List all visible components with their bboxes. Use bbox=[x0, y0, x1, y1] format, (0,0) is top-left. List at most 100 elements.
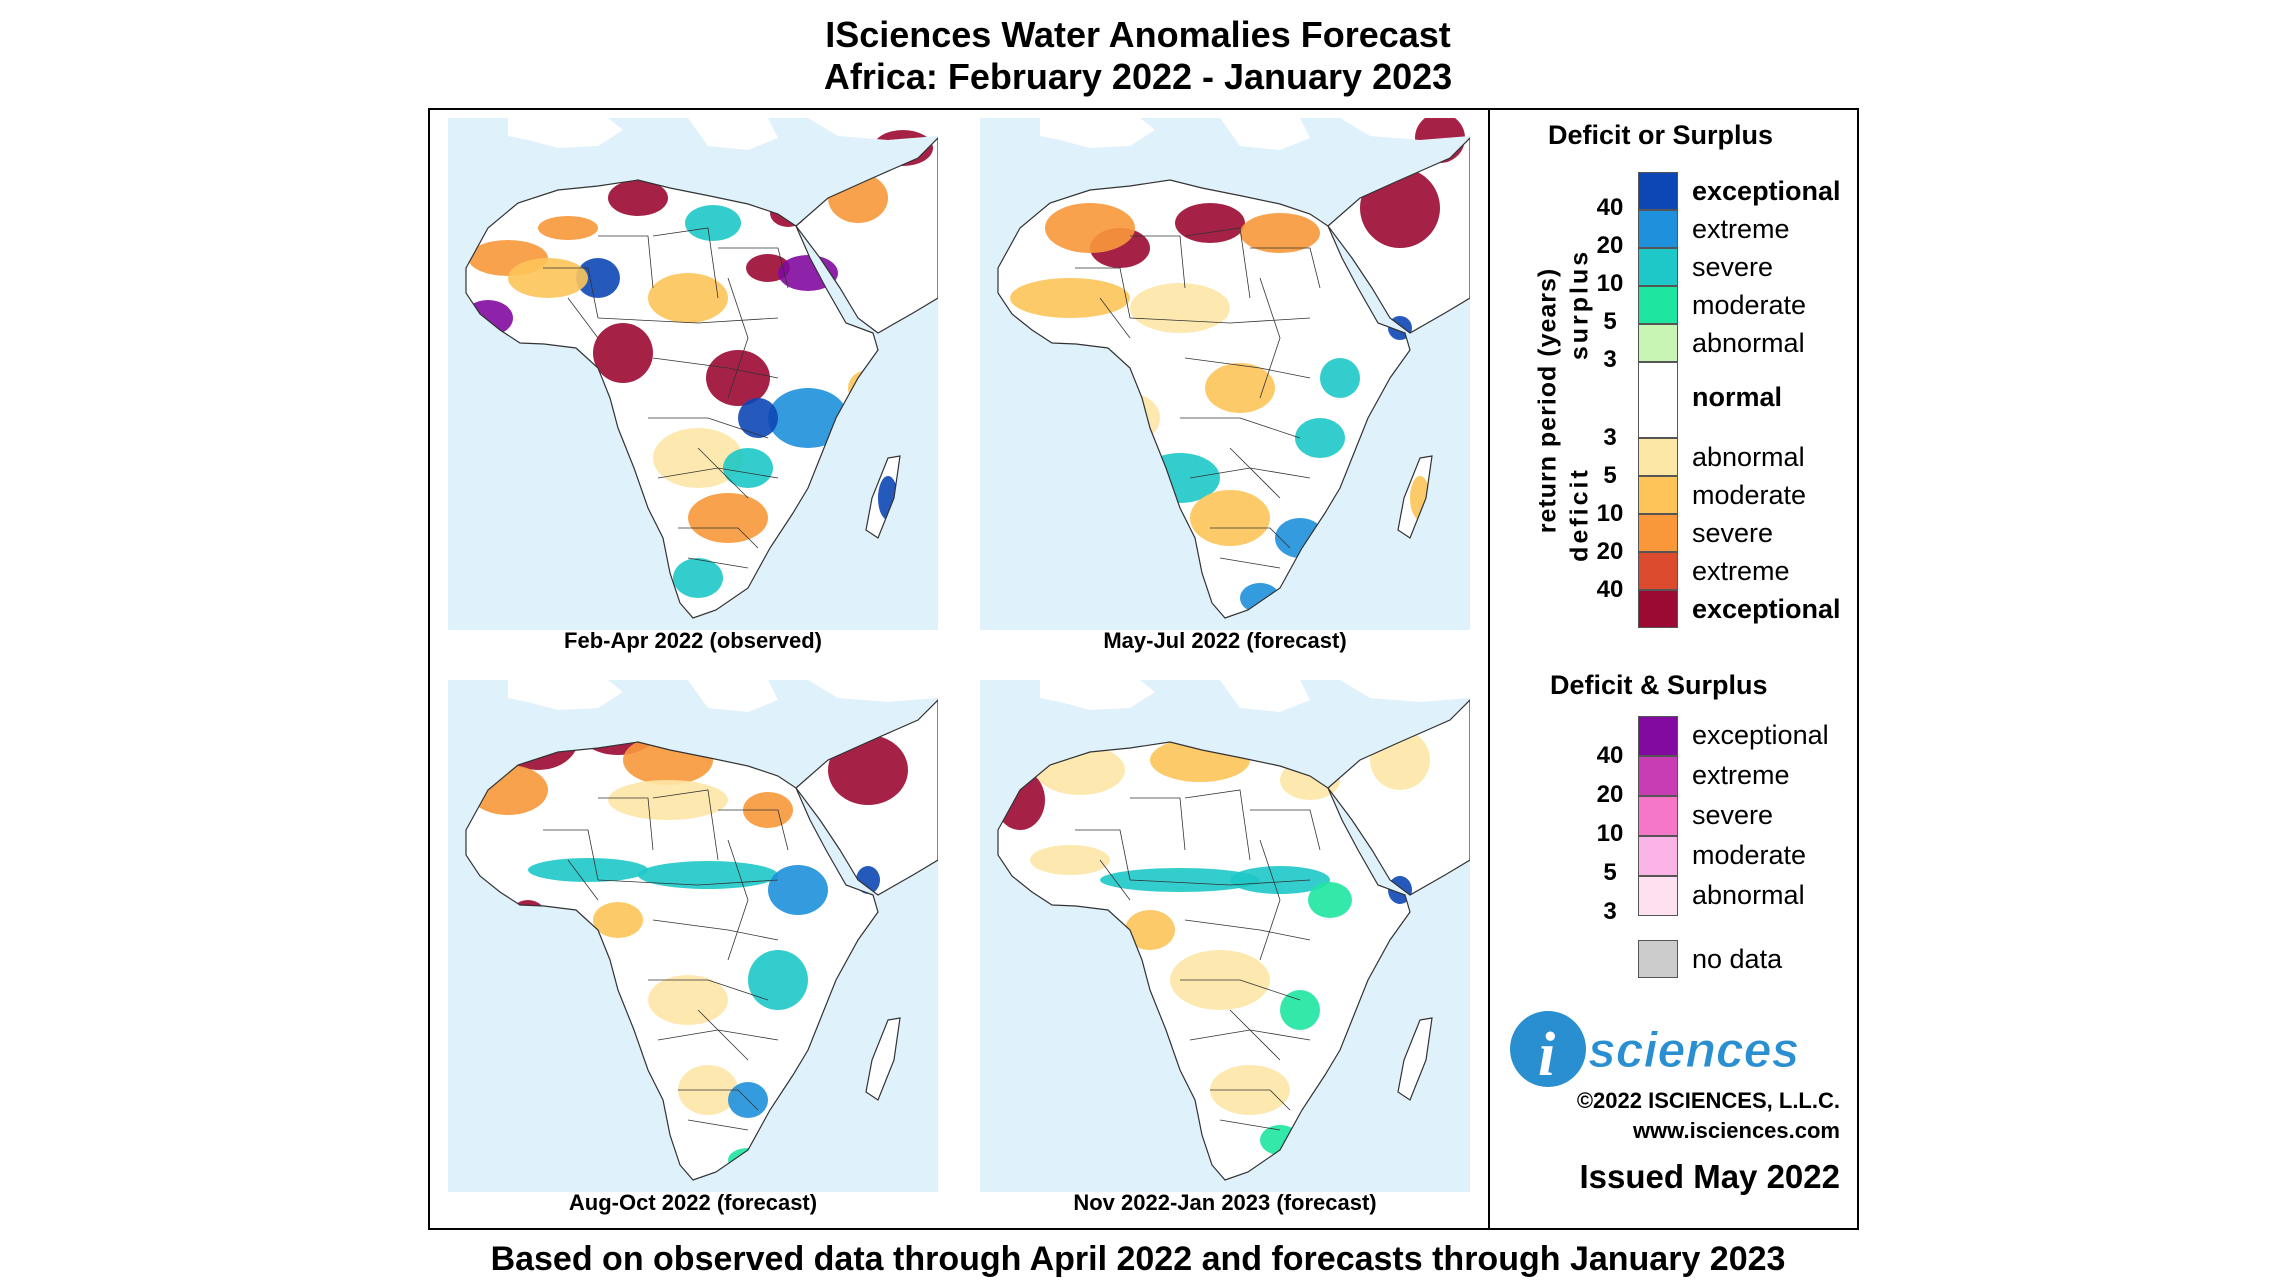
land-madagascar bbox=[866, 1018, 900, 1100]
surplus-swatch-extreme bbox=[1638, 210, 1678, 248]
anomaly-region bbox=[673, 558, 723, 598]
land-europe bbox=[1040, 680, 1470, 712]
anomaly-region bbox=[685, 205, 741, 241]
country-border bbox=[697, 447, 749, 499]
deficit-swatch-severe bbox=[1638, 514, 1678, 552]
country-border bbox=[1075, 829, 1131, 881]
anomaly-region bbox=[873, 130, 933, 166]
surplus-threshold: 20 bbox=[1596, 232, 1624, 259]
country-border bbox=[1130, 797, 1186, 851]
country-border bbox=[1129, 317, 1311, 324]
surplus-label-abnormal: abnormal bbox=[1692, 328, 1805, 358]
surplus-label-severe: severe bbox=[1692, 252, 1774, 282]
country-border bbox=[1184, 357, 1311, 379]
logo-wordmark: sciences bbox=[1588, 1022, 1799, 1078]
country-border bbox=[652, 789, 719, 861]
country-border bbox=[648, 979, 769, 1001]
anomaly-region bbox=[528, 858, 648, 882]
surplus-threshold: 40 bbox=[1596, 194, 1624, 221]
panel-caption-2: May-Jul 2022 (forecast) bbox=[1103, 628, 1347, 653]
deficit-label-severe: severe bbox=[1692, 518, 1774, 548]
both-threshold: 5 bbox=[1603, 859, 1617, 886]
anomaly-region bbox=[1100, 868, 1260, 892]
anomaly-region bbox=[1320, 358, 1360, 398]
country-border bbox=[543, 829, 599, 881]
country-border bbox=[1259, 277, 1281, 399]
both-label-severe: severe bbox=[1692, 800, 1774, 830]
country-border bbox=[597, 879, 779, 886]
coastline bbox=[795, 699, 938, 896]
anomaly-region bbox=[1370, 730, 1430, 790]
legend-title-deficit-or-surplus: Deficit or Surplus bbox=[1548, 120, 1774, 150]
surplus-label-exceptional: exceptional bbox=[1692, 176, 1841, 206]
map-panel-2 bbox=[980, 118, 1470, 630]
country-border bbox=[678, 1089, 759, 1111]
surplus-label-moderate: moderate bbox=[1692, 290, 1807, 320]
legend-title-deficit-and-surplus: Deficit & Surplus bbox=[1550, 670, 1768, 700]
panel-caption-4: Nov 2022-Jan 2023 (forecast) bbox=[1073, 1190, 1377, 1215]
panel-caption-1: Feb-Apr 2022 (observed) bbox=[564, 628, 822, 653]
both-threshold: 3 bbox=[1603, 898, 1617, 925]
land-arabia bbox=[796, 138, 938, 333]
country-border bbox=[543, 267, 599, 319]
anomaly-region bbox=[1240, 213, 1320, 253]
anomaly-region bbox=[466, 300, 513, 336]
country-border bbox=[598, 797, 654, 851]
anomaly-region bbox=[653, 428, 743, 488]
anomaly-region bbox=[508, 258, 588, 298]
country-border bbox=[1219, 1119, 1281, 1131]
issued-date: Issued May 2022 bbox=[1579, 1158, 1841, 1195]
land-europe bbox=[508, 680, 938, 712]
anomaly-region bbox=[828, 173, 888, 223]
coastline bbox=[795, 137, 938, 334]
country-border bbox=[1219, 557, 1281, 569]
country-border bbox=[1184, 789, 1251, 861]
coastline bbox=[997, 741, 1411, 1181]
country-border bbox=[652, 227, 719, 299]
country-border bbox=[567, 297, 599, 339]
both-label-exceptional: exceptional bbox=[1692, 720, 1829, 750]
anomaly-region bbox=[538, 216, 598, 240]
country-border bbox=[1180, 417, 1301, 439]
country-border bbox=[718, 247, 789, 289]
anomaly-region bbox=[648, 975, 728, 1025]
anomaly-region bbox=[648, 273, 728, 323]
deficit-swatch-abnormal bbox=[1638, 438, 1678, 476]
surplus-axis-label: surplus bbox=[1565, 248, 1594, 361]
panel-caption-3: Aug-Oct 2022 (forecast) bbox=[568, 1190, 818, 1215]
anomaly-region bbox=[498, 710, 578, 770]
both-threshold: 40 bbox=[1596, 742, 1624, 769]
both-swatch-extreme bbox=[1638, 756, 1678, 796]
deficit-label-moderate: moderate bbox=[1692, 480, 1807, 510]
no-data-label: no data bbox=[1692, 944, 1783, 974]
anomaly-region bbox=[1045, 203, 1135, 253]
deficit-swatch-extreme bbox=[1638, 552, 1678, 590]
deficit-swatch-exceptional bbox=[1638, 590, 1678, 628]
anomaly-region bbox=[1240, 583, 1280, 613]
country-border bbox=[727, 277, 749, 399]
website-link[interactable]: www.isciences.com bbox=[1632, 1118, 1840, 1143]
country-border bbox=[1129, 879, 1311, 886]
map-subtitle: Africa: February 2022 - January 2023 bbox=[823, 56, 1453, 97]
deficit-threshold: 3 bbox=[1603, 424, 1617, 451]
country-border bbox=[1210, 527, 1291, 549]
footer-note: Based on observed data through April 202… bbox=[490, 1240, 1786, 1278]
surplus-swatch-exceptional bbox=[1638, 172, 1678, 210]
country-border bbox=[1184, 227, 1251, 299]
both-swatch-moderate bbox=[1638, 836, 1678, 876]
country-border bbox=[1184, 919, 1311, 941]
deficit-threshold: 5 bbox=[1603, 462, 1617, 489]
both-label-extreme: extreme bbox=[1692, 760, 1790, 790]
anomaly-region bbox=[1230, 866, 1330, 894]
country-border bbox=[1130, 235, 1186, 289]
anomaly-region bbox=[768, 865, 828, 915]
country-border bbox=[598, 235, 654, 289]
logo-letter: i bbox=[1538, 1021, 1555, 1089]
coastline bbox=[1397, 455, 1433, 539]
country-border bbox=[1180, 979, 1301, 1001]
country-border bbox=[1259, 839, 1281, 961]
anomaly-region bbox=[1010, 278, 1130, 318]
both-swatch-severe bbox=[1638, 796, 1678, 836]
land-africa bbox=[466, 742, 878, 1180]
map-panel-3 bbox=[448, 680, 938, 1192]
